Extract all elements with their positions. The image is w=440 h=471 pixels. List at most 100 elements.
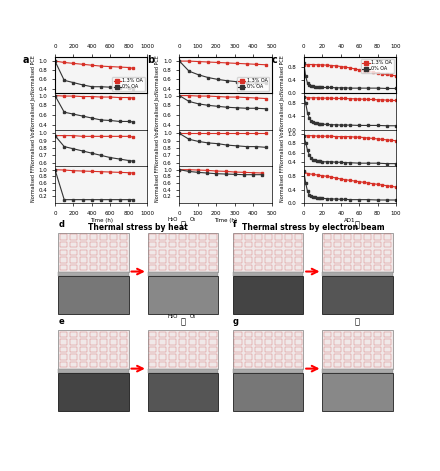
Bar (384, 339, 391, 345)
Bar (255, 250, 262, 255)
Bar (285, 250, 292, 255)
Bar (384, 235, 391, 240)
Bar (334, 235, 341, 240)
Text: f: f (233, 220, 237, 229)
Bar (364, 235, 371, 240)
Bar (323, 276, 392, 314)
Bar (149, 355, 156, 360)
Bar (275, 355, 282, 360)
Bar (364, 362, 371, 367)
Bar (189, 339, 196, 345)
Bar (285, 257, 292, 263)
Bar (120, 362, 127, 367)
Bar (90, 362, 97, 367)
Bar (120, 257, 127, 263)
Bar (120, 332, 127, 337)
Bar (374, 347, 381, 352)
Bar (189, 355, 196, 360)
Bar (285, 355, 292, 360)
Bar (235, 362, 242, 367)
Bar (70, 347, 77, 352)
Bar (60, 362, 67, 367)
Bar (364, 265, 371, 270)
Bar (235, 339, 242, 345)
Bar (334, 362, 341, 367)
Bar (264, 257, 271, 263)
Bar (149, 362, 156, 367)
X-axis label: Time (h): Time (h) (214, 219, 237, 223)
Bar (199, 242, 206, 247)
Bar (100, 235, 107, 240)
Bar (255, 339, 262, 345)
Bar (149, 250, 156, 255)
Bar (344, 257, 351, 263)
Bar (324, 265, 331, 270)
Bar (209, 257, 216, 263)
Bar (354, 332, 361, 337)
Text: c: c (271, 55, 277, 65)
Bar (255, 242, 262, 247)
Bar (264, 347, 271, 352)
Bar (209, 339, 216, 345)
Bar (323, 272, 392, 276)
Bar (100, 339, 107, 345)
Bar (60, 332, 67, 337)
Bar (100, 362, 107, 367)
Y-axis label: Normalised Voc: Normalised Voc (280, 129, 285, 167)
Text: 🔥: 🔥 (355, 317, 360, 326)
Bar (180, 235, 187, 240)
Bar (199, 355, 206, 360)
Bar (354, 265, 361, 270)
Text: e: e (59, 317, 64, 326)
Bar (324, 235, 331, 240)
Bar (374, 355, 381, 360)
Bar (324, 362, 331, 367)
Bar (255, 257, 262, 263)
Bar (59, 233, 128, 272)
Bar (148, 276, 218, 314)
Bar (323, 233, 392, 272)
Text: O₂: O₂ (190, 217, 197, 222)
Bar (374, 339, 381, 345)
Y-axis label: Normalised FF: Normalised FF (155, 167, 160, 202)
Bar (384, 250, 391, 255)
Bar (90, 235, 97, 240)
Bar (110, 265, 117, 270)
Bar (100, 250, 107, 255)
Bar (344, 265, 351, 270)
Bar (90, 265, 97, 270)
Bar (120, 265, 127, 270)
Bar (295, 362, 302, 367)
Bar (60, 242, 67, 247)
Text: H₂O: H₂O (167, 217, 178, 222)
Bar (59, 369, 128, 373)
Bar (235, 235, 242, 240)
Legend: 1.3% OA, 0% OA: 1.3% OA, 0% OA (361, 59, 393, 73)
Bar (70, 339, 77, 345)
Bar (169, 347, 176, 352)
Bar (149, 242, 156, 247)
Bar (80, 339, 87, 345)
Bar (148, 373, 218, 411)
Bar (374, 257, 381, 263)
Bar (233, 373, 303, 411)
Bar (245, 339, 252, 345)
Text: 🔥: 🔥 (180, 220, 185, 229)
Bar (323, 373, 392, 411)
Y-axis label: Normalised Jsc: Normalised Jsc (155, 93, 160, 130)
Bar (209, 355, 216, 360)
Bar (80, 332, 87, 337)
Bar (120, 242, 127, 247)
Bar (245, 257, 252, 263)
Bar (120, 347, 127, 352)
Bar (169, 235, 176, 240)
Bar (159, 347, 166, 352)
Bar (295, 242, 302, 247)
Bar (384, 265, 391, 270)
Bar (120, 355, 127, 360)
Y-axis label: Normalised PCE: Normalised PCE (280, 56, 285, 94)
Bar (149, 332, 156, 337)
Bar (149, 257, 156, 263)
Bar (344, 235, 351, 240)
Bar (334, 242, 341, 247)
